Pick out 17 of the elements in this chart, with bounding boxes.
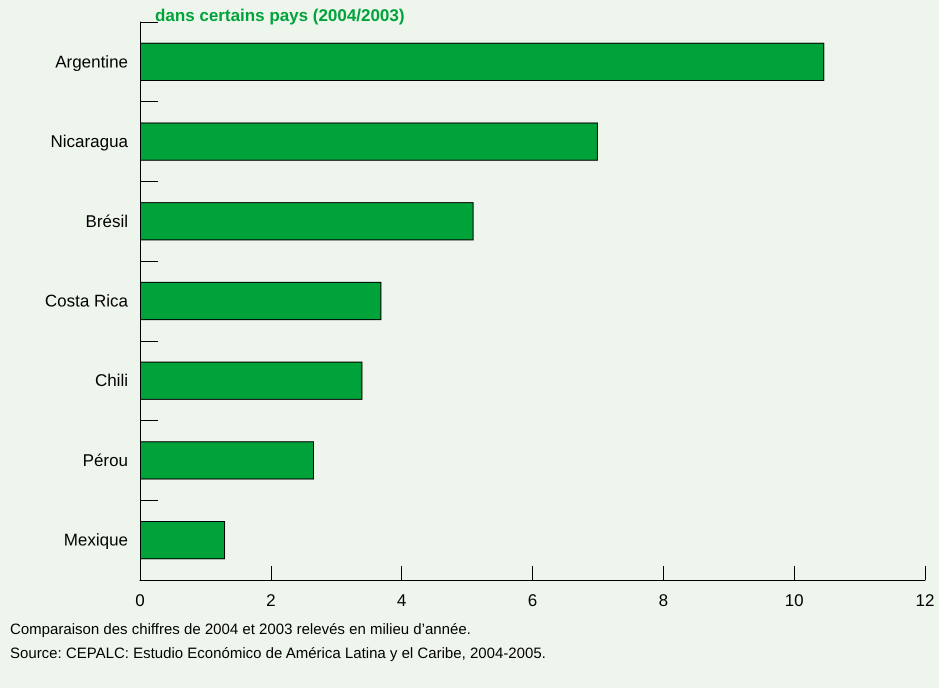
y-tick-label: Costa Rica [44,292,129,310]
y-tick-label: Mexique [64,530,128,550]
x-tick-label: 0 [135,591,145,610]
x-tick-label: 10 [784,591,804,610]
source-note: Source: CEPALC: Estudio Económico de América Latina y el Caribe, 2004-2005. [10,645,546,662]
x-tick-label: 4 [396,591,406,610]
y-tick-label: Argentine [55,52,128,72]
x-tick-label: 2 [266,591,276,610]
x-tick-label: 8 [658,591,668,610]
y-tick-label: Nicaragua [50,132,129,152]
x-tick-label: 6 [528,591,538,610]
x-tick-label: 12 [916,591,934,610]
y-tick-label: Pérou [82,450,128,470]
y-tick-label: Chili [94,371,128,390]
text: Comparaison des chiffres de 2004 et 2003 relevés en milieu d’année. [10,621,471,638]
y-tick-label: Brésil [85,212,128,231]
chart-title: dans certains pays (2004/2003) [155,6,404,25]
